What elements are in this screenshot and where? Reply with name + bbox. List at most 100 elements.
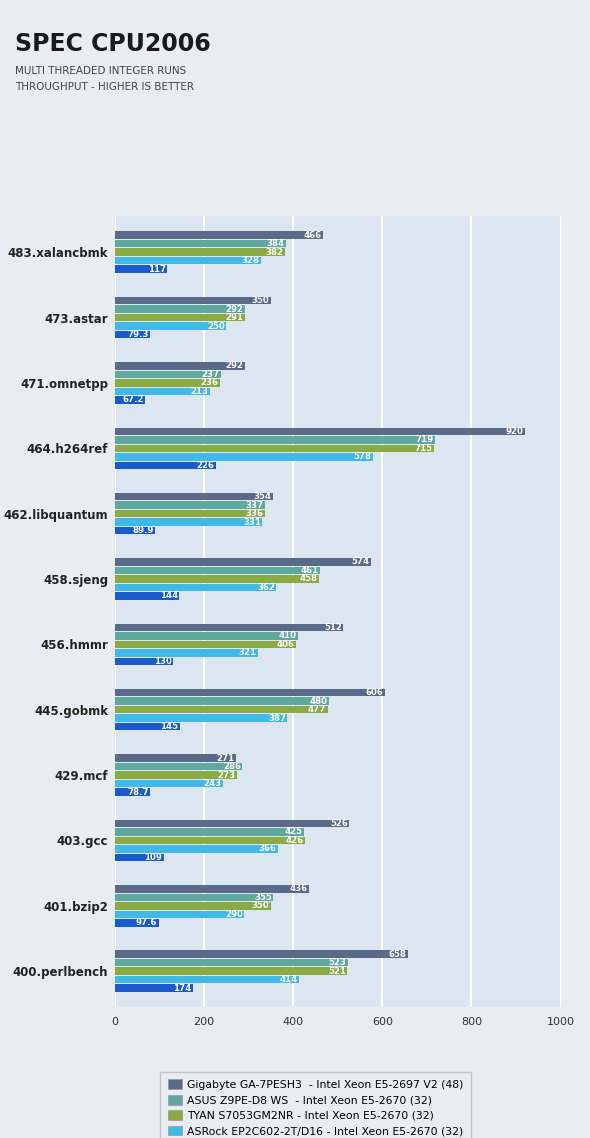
Text: 658: 658 — [389, 950, 407, 958]
Bar — [115, 527, 155, 535]
Bar — [115, 959, 348, 966]
Text: 89.9: 89.9 — [132, 526, 154, 535]
Text: 436: 436 — [290, 884, 308, 893]
Bar — [115, 567, 320, 575]
Text: 213: 213 — [191, 387, 209, 396]
Text: THROUGHPUT - HIGHER IS BETTER: THROUGHPUT - HIGHER IS BETTER — [15, 82, 194, 92]
Bar — [115, 967, 347, 975]
Text: 236: 236 — [201, 379, 219, 387]
Text: 97.6: 97.6 — [136, 918, 157, 927]
Bar — [115, 885, 309, 892]
Bar — [115, 624, 343, 632]
Text: 523: 523 — [329, 958, 347, 967]
Bar — [115, 715, 287, 721]
Bar — [115, 428, 525, 435]
Bar — [115, 584, 276, 592]
Bar — [115, 248, 285, 256]
Text: 67.2: 67.2 — [122, 395, 143, 404]
Text: MULTI THREADED INTEGER RUNS: MULTI THREADED INTEGER RUNS — [15, 66, 186, 76]
Text: 336: 336 — [245, 509, 263, 518]
Bar — [115, 559, 371, 566]
Text: 78.7: 78.7 — [127, 787, 149, 797]
Text: 384: 384 — [267, 239, 285, 248]
Text: 425: 425 — [285, 827, 303, 836]
Bar — [115, 789, 150, 795]
Text: 458: 458 — [300, 575, 318, 584]
Text: 410: 410 — [278, 632, 296, 641]
Bar — [115, 828, 304, 835]
Text: 350: 350 — [252, 296, 270, 305]
Text: 109: 109 — [145, 854, 162, 861]
Bar — [115, 780, 223, 787]
Text: 292: 292 — [226, 305, 244, 314]
Bar — [115, 723, 179, 731]
Text: 426: 426 — [286, 836, 303, 844]
Text: 382: 382 — [266, 248, 284, 257]
Bar — [115, 362, 245, 370]
Text: 719: 719 — [416, 435, 434, 444]
Text: 286: 286 — [223, 762, 241, 772]
Text: 477: 477 — [308, 706, 326, 715]
Bar — [115, 265, 167, 273]
Text: 144: 144 — [160, 592, 178, 601]
Bar — [115, 510, 265, 518]
Text: 273: 273 — [217, 770, 235, 780]
Bar — [115, 297, 271, 304]
Bar — [115, 314, 245, 321]
Text: 337: 337 — [245, 501, 264, 510]
Text: 354: 354 — [253, 492, 271, 501]
Text: 480: 480 — [310, 696, 327, 706]
Text: 574: 574 — [351, 558, 369, 567]
Text: 578: 578 — [353, 452, 371, 461]
Text: 145: 145 — [160, 723, 178, 732]
Text: 366: 366 — [259, 844, 277, 854]
Bar — [115, 240, 286, 247]
Bar — [115, 762, 242, 770]
Text: 466: 466 — [303, 231, 322, 240]
Text: 271: 271 — [217, 753, 234, 762]
Text: 250: 250 — [207, 322, 225, 330]
Bar — [115, 436, 435, 444]
Text: 512: 512 — [324, 622, 342, 632]
Text: 226: 226 — [196, 461, 214, 470]
Text: 526: 526 — [330, 819, 348, 828]
Text: 328: 328 — [242, 256, 260, 265]
Bar — [115, 592, 179, 600]
Text: 290: 290 — [225, 909, 243, 918]
Text: 292: 292 — [226, 362, 244, 370]
Text: 715: 715 — [414, 444, 432, 453]
Text: 461: 461 — [301, 566, 319, 575]
Bar — [115, 836, 305, 844]
Bar — [115, 445, 434, 452]
Text: 291: 291 — [225, 313, 243, 322]
Bar — [115, 846, 278, 852]
Bar — [115, 575, 319, 583]
Bar — [115, 893, 273, 901]
Bar — [115, 453, 372, 461]
Bar — [115, 854, 163, 861]
Text: 387: 387 — [268, 714, 286, 723]
Bar — [115, 920, 159, 926]
Bar — [115, 502, 265, 509]
Text: 130: 130 — [154, 657, 172, 666]
Bar — [115, 231, 323, 239]
Bar — [115, 819, 349, 827]
Text: 174: 174 — [173, 983, 191, 992]
Text: 521: 521 — [328, 966, 346, 975]
Bar — [115, 698, 329, 704]
Legend: Gigabyte GA-7PESH3  - Intel Xeon E5-2697 V2 (48), ASUS Z9PE-D8 WS  - Intel Xeon : Gigabyte GA-7PESH3 - Intel Xeon E5-2697 … — [160, 1072, 471, 1138]
Bar — [115, 331, 150, 338]
Bar — [115, 950, 408, 958]
Text: SPEC CPU2006: SPEC CPU2006 — [15, 32, 211, 56]
Text: 350: 350 — [252, 901, 270, 910]
Bar — [115, 772, 237, 778]
Bar — [115, 658, 173, 665]
Text: 414: 414 — [280, 975, 298, 984]
Bar — [115, 754, 236, 761]
Bar — [115, 984, 192, 992]
Bar — [115, 322, 227, 330]
Bar — [115, 910, 244, 918]
Bar — [115, 305, 245, 313]
Text: 79.3: 79.3 — [127, 330, 149, 339]
Bar — [115, 706, 327, 714]
